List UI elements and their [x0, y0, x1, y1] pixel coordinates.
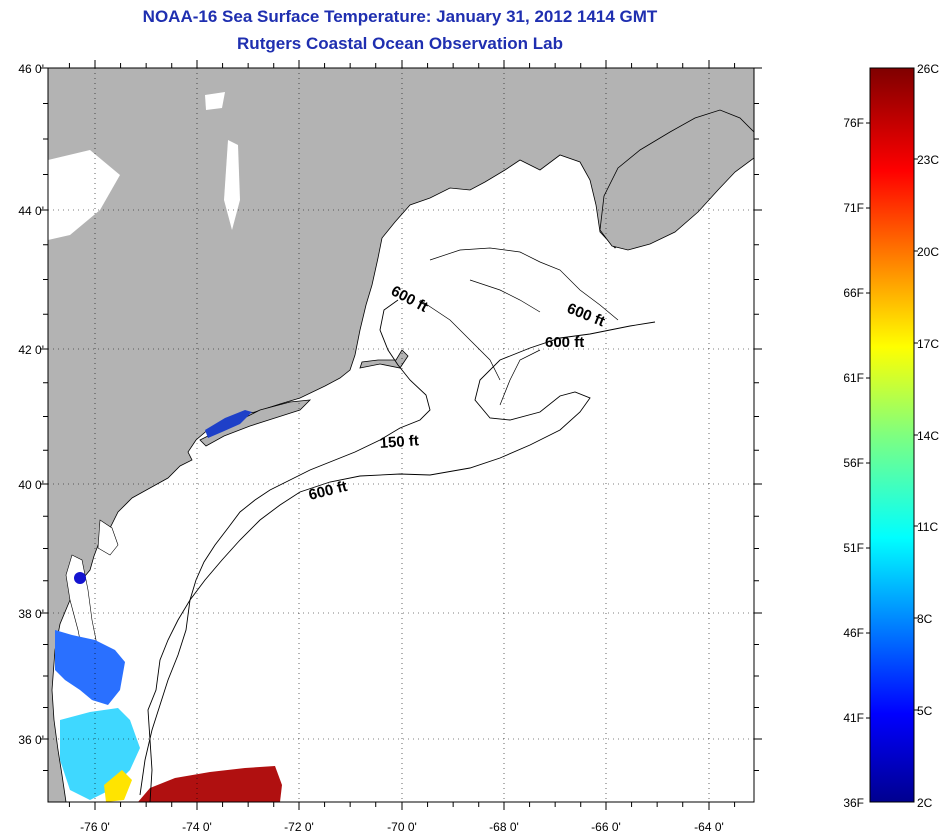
- lake: [224, 140, 240, 230]
- lon-tick-label: -64 0': [694, 820, 724, 834]
- colorbar-c-label: 17C: [917, 337, 940, 351]
- lat-tick-label: 38 0': [18, 607, 44, 621]
- colorbar-c-label: 20C: [917, 245, 940, 259]
- colorbar-c-label: 26C: [917, 62, 940, 76]
- sst-patch-chesapeake: [55, 630, 125, 705]
- colorbar-c-label: 11C: [917, 520, 939, 534]
- lon-tick-label: -68 0': [489, 820, 519, 834]
- colorbar-f-label: 36F: [843, 796, 864, 810]
- contour-gulf-of-maine: [419, 247, 619, 406]
- lat-tick-label: 36 0': [18, 733, 44, 747]
- colorbar-f-label: 61F: [843, 371, 864, 385]
- lat-tick-label: 46 0': [18, 62, 44, 76]
- contour-150ft: [139, 299, 431, 796]
- lon-tick-label: -74 0': [182, 820, 212, 834]
- colorbar-c-label: 14C: [917, 429, 940, 443]
- land-nova-scotia: [599, 109, 754, 251]
- lat-tick-label: 40 0': [18, 478, 44, 492]
- colorbar-f-label: 66F: [843, 286, 864, 300]
- colorbar-f-label: 46F: [843, 626, 864, 640]
- water-delaware-bay: [97, 519, 119, 556]
- lake: [48, 150, 120, 240]
- lon-tick-label: -72 0': [284, 820, 314, 834]
- map-frame: [47, 67, 755, 803]
- land-long-island: [199, 399, 312, 447]
- lon-tick-label: -76 0': [80, 820, 110, 834]
- colorbar-ticks: [866, 122, 918, 719]
- sst-patch-delaware: [74, 572, 86, 584]
- lake: [205, 92, 225, 110]
- chart-title: NOAA-16 Sea Surface Temperature: January…: [142, 7, 658, 26]
- colorbar-c-label: 8C: [917, 612, 933, 626]
- colorbar-f-label: 56F: [843, 456, 864, 470]
- colorbar-f-label: 76F: [843, 116, 864, 130]
- colorbar: [869, 67, 915, 803]
- colorbar-c-label: 23C: [917, 153, 940, 167]
- tick-marks: [40, 60, 762, 810]
- colorbar-f-label: 71F: [843, 201, 864, 215]
- colorbar-c-label: 5C: [917, 704, 933, 718]
- lon-tick-label: -66 0': [591, 820, 621, 834]
- contour-label: 600 ft: [545, 334, 584, 351]
- colorbar-f-label: 41F: [843, 711, 864, 725]
- chart-subtitle: Rutgers Coastal Ocean Observation Lab: [237, 34, 563, 53]
- land-cape-cod: [359, 349, 409, 369]
- contour-label: 150 ft: [379, 432, 419, 452]
- lat-tick-label: 42 0': [18, 343, 44, 357]
- sst-patch-li-sound: [205, 410, 252, 438]
- sst-patch-gulf-stream: [138, 766, 282, 802]
- lat-tick-label: 44 0': [18, 204, 44, 218]
- lon-tick-label: -70 0': [387, 820, 417, 834]
- colorbar-f-label: 51F: [843, 541, 864, 555]
- sst-patch-nc-shelf: [104, 770, 132, 802]
- colorbar-c-label: 2C: [917, 796, 933, 810]
